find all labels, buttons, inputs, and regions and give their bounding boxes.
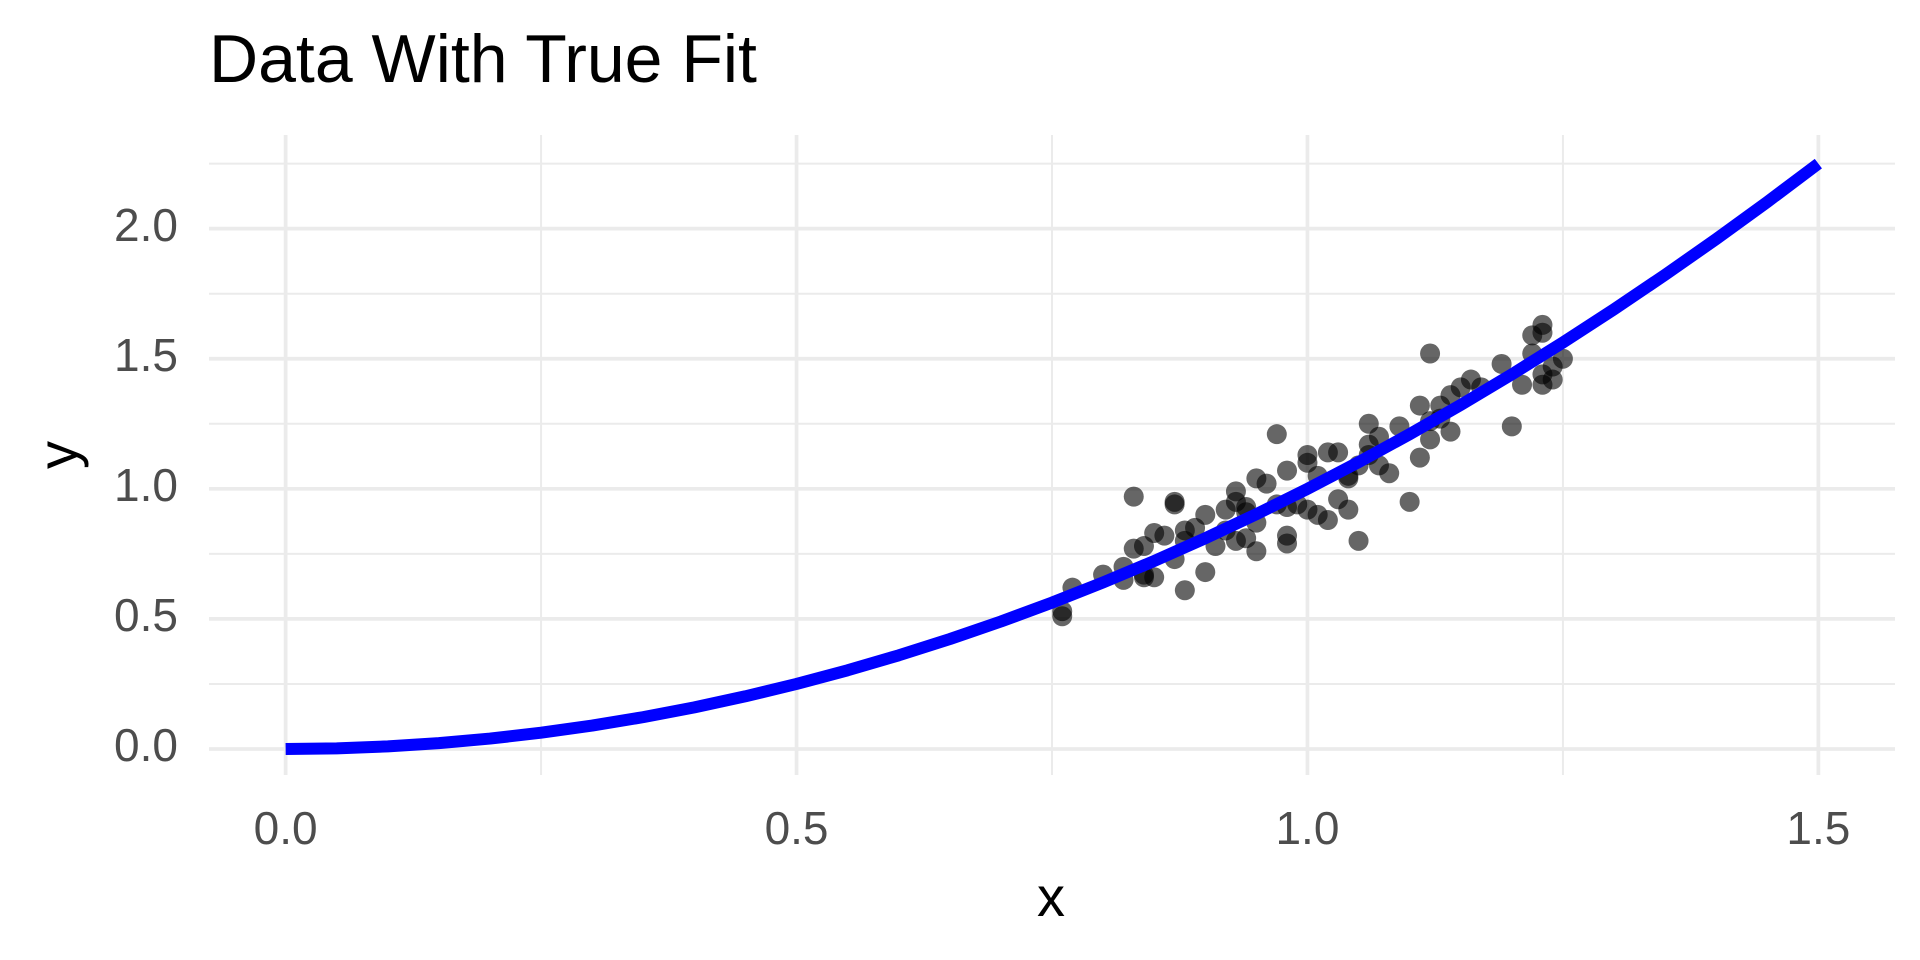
scatter-point — [1409, 395, 1430, 416]
scatter-point — [1532, 322, 1553, 343]
scatter-point — [1266, 424, 1287, 445]
scatter-point — [1542, 369, 1563, 390]
scatter-point — [1399, 491, 1420, 512]
scatter-point — [1317, 510, 1338, 531]
y-tick-label: 1.0 — [114, 459, 178, 511]
scatter-point — [1195, 562, 1216, 583]
scatter-point — [1195, 504, 1216, 525]
scatter-point — [1491, 353, 1512, 374]
scatter-point — [1246, 541, 1267, 562]
scatter-point — [1409, 447, 1430, 468]
x-tick-label: 1.5 — [1786, 802, 1850, 854]
scatter-point — [1420, 429, 1441, 450]
scatter-point — [1501, 416, 1522, 437]
y-tick-label: 0.5 — [114, 589, 178, 641]
scatter-point — [1277, 460, 1298, 481]
scatter-point — [1297, 445, 1318, 465]
scatter-point — [1379, 463, 1400, 484]
y-axis-title: y — [26, 441, 89, 469]
fit-line — [285, 158, 1822, 755]
scatter-point — [1552, 348, 1573, 369]
scatter-point — [1123, 486, 1144, 507]
scatter-point — [1164, 494, 1185, 515]
scatter-point — [1154, 525, 1175, 546]
x-axis-title: x — [1037, 865, 1065, 928]
y-tick-label: 2.0 — [114, 199, 178, 251]
scatter-point — [1277, 533, 1298, 554]
scatter-point — [1512, 374, 1533, 395]
y-tick-label: 1.5 — [114, 329, 178, 381]
x-tick-label: 0.0 — [254, 802, 318, 854]
scatter-point — [1174, 580, 1195, 601]
scatter-point — [1440, 421, 1461, 442]
scatter-point — [1348, 530, 1369, 551]
scatter-point — [1328, 442, 1349, 463]
chart-title: Data With True Fit — [209, 21, 757, 97]
x-tick-label: 1.0 — [1275, 802, 1339, 854]
scatter-point — [1420, 343, 1441, 364]
scatter-point — [1338, 499, 1359, 520]
scatter-point — [1256, 473, 1277, 494]
y-tick-label: 0.0 — [114, 719, 178, 771]
x-tick-label: 0.5 — [765, 802, 829, 854]
